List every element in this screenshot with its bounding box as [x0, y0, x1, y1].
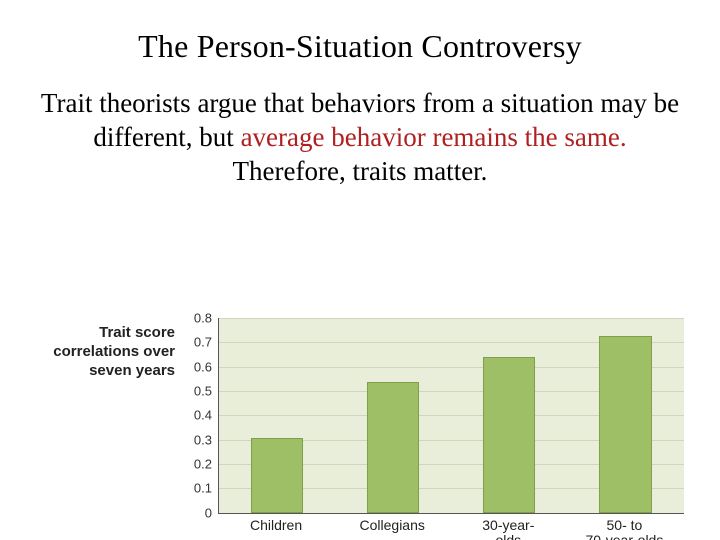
y-axis-title: Trait score correlations over seven year… [30, 324, 175, 380]
y-tick-labels: 00.10.20.30.40.50.60.70.8 [178, 318, 212, 518]
y-tick-label: 0.6 [194, 359, 212, 374]
y-tick-label: 0.4 [194, 408, 212, 423]
x-category-label: 30-year-olds [482, 518, 534, 540]
x-labels: Children Collegians 30-year-olds 50- to70-y… [218, 518, 684, 540]
plot-area [218, 318, 684, 514]
y-tick-label: 0.7 [194, 335, 212, 350]
slide-title: The Person-Situation Controversy [0, 28, 720, 65]
bars [219, 318, 684, 513]
body-post: Therefore, traits matter. [233, 156, 488, 186]
bar [251, 438, 303, 513]
y-tick-label: 0.1 [194, 481, 212, 496]
body-paragraph: Trait theorists argue that behaviors fro… [40, 87, 680, 188]
bar [483, 357, 535, 513]
y-tick-label: 0.3 [194, 432, 212, 447]
y-tick-label: 0.5 [194, 383, 212, 398]
x-category-label: 50- to70-year-olds [586, 518, 664, 540]
y-tick-label: 0.8 [194, 311, 212, 326]
bar [599, 336, 651, 513]
chart: Trait score correlations over seven year… [30, 318, 690, 540]
y-tick-label: 0.2 [194, 456, 212, 471]
y-tick-label: 0 [205, 505, 212, 520]
x-category-label: Collegians [360, 518, 425, 533]
body-highlight: average behavior remains the same. [241, 122, 627, 152]
x-category-label: Children [250, 518, 302, 533]
bar [367, 382, 419, 513]
